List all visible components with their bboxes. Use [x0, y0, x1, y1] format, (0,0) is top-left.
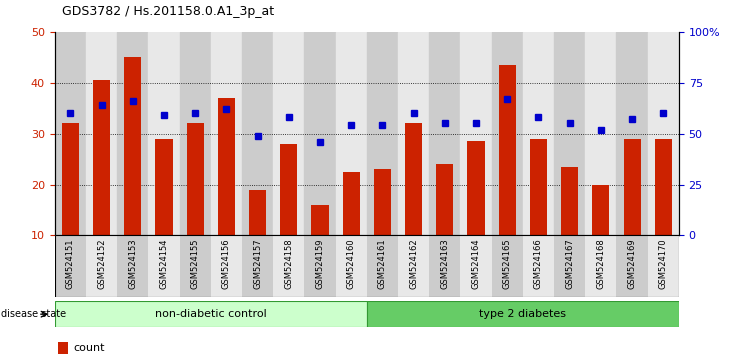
Bar	[312, 205, 328, 235]
Bar	[585, 32, 616, 235]
Text: GSM524168: GSM524168	[596, 239, 605, 289]
Bar	[124, 57, 142, 235]
Bar	[211, 235, 242, 297]
Bar	[554, 235, 585, 297]
Text: GSM524167: GSM524167	[565, 239, 575, 289]
Bar	[398, 235, 429, 297]
Bar	[554, 32, 585, 235]
Bar	[280, 144, 297, 235]
Bar	[585, 235, 616, 297]
Bar	[429, 235, 461, 297]
Bar	[429, 32, 461, 235]
Bar	[405, 124, 422, 235]
Text: GSM524165: GSM524165	[503, 239, 512, 289]
Bar	[218, 98, 235, 235]
Bar	[366, 301, 679, 327]
Bar	[461, 32, 492, 235]
Text: GSM524163: GSM524163	[440, 239, 450, 289]
Text: GSM524155: GSM524155	[191, 239, 200, 289]
Text: count: count	[74, 343, 105, 353]
Bar	[366, 235, 398, 297]
Bar	[304, 235, 336, 297]
Text: GSM524169: GSM524169	[628, 239, 637, 289]
Text: GSM524166: GSM524166	[534, 239, 543, 289]
Text: GSM524161: GSM524161	[378, 239, 387, 289]
Bar	[117, 235, 148, 297]
Bar	[304, 32, 336, 235]
Bar	[523, 32, 554, 235]
Bar	[623, 139, 641, 235]
Text: GSM524156: GSM524156	[222, 239, 231, 289]
Bar	[492, 235, 523, 297]
Bar	[249, 190, 266, 235]
Bar	[336, 32, 366, 235]
Bar	[86, 235, 117, 297]
Bar	[86, 32, 117, 235]
Bar	[117, 32, 148, 235]
Bar	[342, 172, 360, 235]
Bar	[187, 124, 204, 235]
Text: non-diabetic control: non-diabetic control	[155, 309, 266, 319]
Bar	[616, 235, 648, 297]
Bar	[530, 139, 547, 235]
Bar	[211, 32, 242, 235]
Bar	[155, 139, 172, 235]
Text: GSM524164: GSM524164	[472, 239, 480, 289]
Bar	[592, 184, 610, 235]
Bar	[561, 167, 578, 235]
Bar	[467, 141, 485, 235]
Bar	[499, 65, 516, 235]
Bar	[523, 235, 554, 297]
Text: GDS3782 / Hs.201158.0.A1_3p_at: GDS3782 / Hs.201158.0.A1_3p_at	[62, 5, 274, 18]
Bar	[273, 32, 304, 235]
Text: GSM524154: GSM524154	[159, 239, 169, 289]
Bar	[180, 32, 211, 235]
Bar	[655, 139, 672, 235]
Text: type 2 diabetes: type 2 diabetes	[480, 309, 566, 319]
Bar	[180, 235, 211, 297]
Text: disease state: disease state	[1, 309, 66, 319]
Bar	[374, 169, 391, 235]
Bar	[616, 32, 648, 235]
Bar	[648, 235, 679, 297]
Text: GSM524170: GSM524170	[658, 239, 668, 289]
Bar	[366, 32, 398, 235]
Text: GSM524162: GSM524162	[409, 239, 418, 289]
Text: GSM524157: GSM524157	[253, 239, 262, 289]
Text: GSM524158: GSM524158	[284, 239, 293, 289]
Bar	[148, 32, 180, 235]
Text: GSM524159: GSM524159	[315, 239, 325, 289]
Bar	[461, 235, 492, 297]
Bar	[336, 235, 366, 297]
Bar	[273, 235, 304, 297]
Bar	[437, 164, 453, 235]
Text: GSM524152: GSM524152	[97, 239, 106, 289]
Text: GSM524160: GSM524160	[347, 239, 356, 289]
Bar	[55, 301, 366, 327]
Text: GSM524151: GSM524151	[66, 239, 75, 289]
Bar	[55, 32, 86, 235]
Bar	[148, 235, 180, 297]
Bar	[242, 235, 273, 297]
Text: GSM524153: GSM524153	[128, 239, 137, 289]
Bar	[648, 32, 679, 235]
Bar	[398, 32, 429, 235]
Bar	[242, 32, 273, 235]
Bar	[93, 80, 110, 235]
Bar	[62, 124, 79, 235]
Bar	[492, 32, 523, 235]
Bar	[55, 235, 86, 297]
